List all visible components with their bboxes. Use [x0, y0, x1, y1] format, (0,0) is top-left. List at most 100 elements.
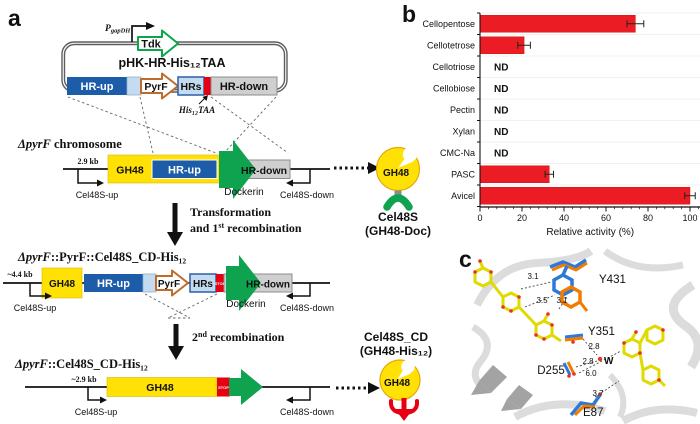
primer-up-arrow [87, 387, 100, 401]
x-tick-label: 20 [517, 213, 527, 223]
svg-text:STOP: STOP [218, 385, 229, 390]
category-label: Cellopentose [422, 19, 475, 29]
category-label: Cellobiose [433, 83, 475, 93]
x-tick-label: 60 [601, 213, 611, 223]
y351-sticks [564, 333, 584, 344]
his-anchor-icon [388, 398, 420, 421]
x-tick-label: 0 [477, 213, 482, 223]
stop-box [216, 274, 224, 292]
svg-text:HR-down: HR-down [220, 81, 269, 93]
category-label: Xylan [452, 126, 475, 136]
his-tag-callout: His₁₂TAA [178, 95, 215, 115]
category-label: Cellotetrose [427, 40, 475, 50]
panel-c-structure: c [459, 246, 700, 424]
svg-text:GH48: GH48 [384, 378, 411, 389]
gh48-gene-box [41, 267, 83, 299]
category-label: Avicel [451, 191, 475, 201]
svg-text:GH48: GH48 [383, 168, 410, 179]
linker-icon [394, 190, 402, 198]
product1-desc: (GH48-Doc) [365, 224, 431, 238]
category-label: Pectin [450, 105, 475, 115]
svg-text:Transformation: Transformation [190, 205, 271, 219]
bar [479, 187, 691, 205]
stop-box [217, 377, 230, 397]
primer-down-arrow [293, 387, 311, 401]
dockerin-arrow [229, 369, 263, 405]
hr-down-box [210, 76, 278, 96]
primer-up-arrow [77, 169, 97, 184]
primer-down-label: Cel48S-down [280, 303, 334, 313]
product-cel48s-cd-icon: Cel48S_CD (GH48-His₁₂) GH48 [360, 330, 432, 421]
svg-text:HR-up: HR-up [81, 81, 114, 93]
bar [479, 165, 550, 183]
svg-text:3.7: 3.7 [592, 389, 604, 398]
svg-text:2.8: 2.8 [588, 342, 600, 351]
residue-y431: Y431 [599, 274, 626, 286]
svg-text:3.1: 3.1 [527, 272, 539, 281]
pyrf-arrow [140, 72, 179, 100]
row2-construct: ΔpyrF::PyrF::Cel48S_CD-His₁₂ ~4.4 kb GH4… [3, 250, 334, 319]
x-tick-label: 80 [643, 213, 653, 223]
step2-recombination: 2nd recombination [168, 324, 285, 360]
panel-b-chart: b Cellopentose Cellotetrose Cellotriose ND C… [402, 1, 700, 238]
svg-text:2.8: 2.8 [582, 357, 594, 366]
residue-e87: E87 [583, 407, 603, 419]
recombination-dashes-1 [67, 96, 289, 154]
nd-value-label: ND [494, 127, 508, 138]
nd-value-label: ND [494, 148, 508, 159]
pyrf-arrow [155, 269, 189, 297]
tdk-gene-arrow: Tdk [137, 29, 179, 58]
d255-sticks [562, 361, 576, 378]
dockerin-arrow [226, 255, 261, 311]
x-axis-title: Relative activity (%) [546, 227, 634, 238]
row1-chromosome: ΔpyrF chromosome 2.9 kb GH48 HR-up HR-do… [17, 137, 380, 200]
primer-up-label: Cel48S-up [75, 407, 118, 417]
product2-desc: (GH48-His₁₂) [360, 344, 432, 358]
svg-text:2nd recombination: 2nd recombination [192, 330, 285, 344]
plasmid-gene-row: HR-up PyrF HRs HR-down [67, 72, 278, 100]
dockerin-hook-icon [383, 194, 413, 211]
primer-up-label: Cel48S-up [76, 190, 119, 200]
category-label: Cellotriose [432, 62, 475, 72]
primer-up-label: Cel48S-up [14, 303, 57, 313]
hr-up-region-box [151, 159, 218, 179]
svg-text:GH48: GH48 [49, 279, 76, 290]
hr-spacer-box [126, 76, 142, 96]
category-label: CMC-Na [440, 148, 475, 158]
svg-text:HR-down: HR-down [246, 280, 290, 291]
bar [479, 15, 636, 33]
svg-text:HRs: HRs [193, 279, 213, 290]
product-cel48s-icon: GH48 Cel48S (GH48-Doc) [365, 146, 431, 238]
svg-text:HR-up: HR-up [97, 278, 130, 290]
row1-size: 2.9 kb [78, 157, 99, 166]
svg-text:and 1st recombination: and 1st recombination [190, 221, 302, 235]
distance-labels: 3.1 3.5 3.1 2.8 2.8 6.0 3.7 [527, 272, 604, 398]
residue-y351: Y351 [588, 326, 615, 338]
svg-text:3.1: 3.1 [556, 296, 568, 305]
nd-value-label: ND [494, 105, 508, 116]
loop-out-dashes [144, 293, 218, 319]
dockerin-label: Dockerin [226, 299, 265, 310]
step1-transformation: Transformation and 1st recombination [167, 203, 302, 246]
svg-text:GH48: GH48 [146, 382, 174, 394]
primer-down-arrow [293, 169, 311, 184]
primer-down-arrow [293, 283, 311, 297]
svg-text:HR-up: HR-up [168, 165, 201, 177]
nd-value-label: ND [494, 84, 508, 95]
product1-name: Cel48S [378, 210, 418, 224]
svg-text:HRs: HRs [180, 81, 201, 93]
row3-size: ~2.9 kb [71, 375, 97, 384]
row1-title: ΔpyrF chromosome [17, 137, 122, 151]
promoter-label: PgapDH [105, 24, 131, 35]
x-tick-label: 100 [682, 213, 697, 223]
dockerin-arrow [219, 140, 256, 199]
row2-title: ΔpyrF::PyrF::Cel48S_CD-His₁₂ [17, 250, 186, 264]
oxygen-atoms [473, 259, 665, 382]
svg-text:6.0: 6.0 [585, 369, 597, 378]
beta-sheet [471, 365, 533, 411]
hr-up-box [67, 77, 127, 95]
y431-sticks [549, 258, 589, 312]
svg-text:STOP: STOP [215, 282, 226, 286]
svg-text:3.5: 3.5 [536, 296, 548, 305]
